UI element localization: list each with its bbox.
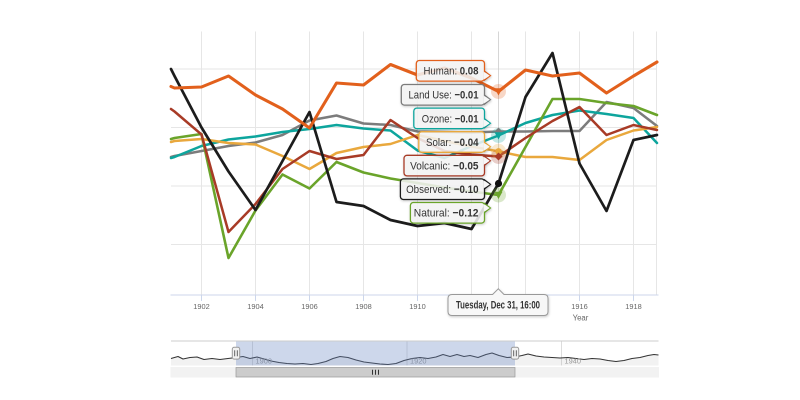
svg-text:1940: 1940 [565, 357, 581, 366]
svg-text:Natural: −0.12: Natural: −0.12 [414, 208, 479, 220]
svg-text:Human: 0.08: Human: 0.08 [424, 66, 479, 78]
svg-text:1900: 1900 [256, 357, 272, 366]
svg-text:Solar: −0.04: Solar: −0.04 [426, 137, 479, 149]
svg-text:1916: 1916 [571, 302, 587, 311]
svg-text:Ozone: −0.01: Ozone: −0.01 [422, 113, 479, 125]
svg-text:1908: 1908 [355, 302, 371, 311]
svg-text:1906: 1906 [301, 302, 317, 311]
svg-text:1902: 1902 [193, 302, 209, 311]
svg-text:1904: 1904 [247, 302, 263, 311]
svg-text:Volcanic: −0.05: Volcanic: −0.05 [410, 161, 479, 173]
svg-text:Land Use: −0.01: Land Use: −0.01 [409, 90, 480, 102]
svg-text:1920: 1920 [410, 357, 426, 366]
svg-text:1918: 1918 [625, 302, 641, 311]
svg-text:Year: Year [573, 313, 589, 322]
svg-text:Tuesday, Dec 31, 16:00: Tuesday, Dec 31, 16:00 [456, 300, 540, 312]
svg-text:1910: 1910 [409, 302, 425, 311]
svg-text:Observed: −0.10: Observed: −0.10 [406, 184, 478, 196]
